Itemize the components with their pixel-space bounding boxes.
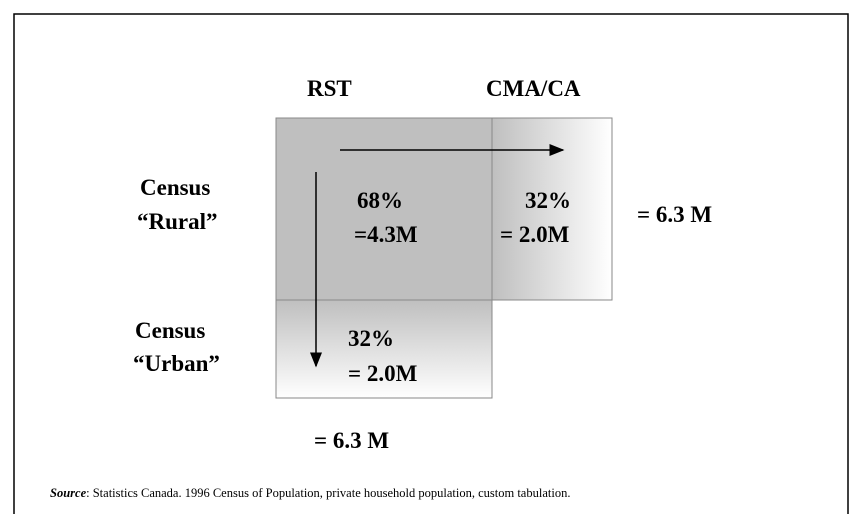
column-header: RST: [307, 76, 352, 101]
column-total: = 6.3 M: [314, 428, 389, 453]
row-header: Census: [140, 175, 210, 200]
row-total: = 6.3 M: [637, 202, 712, 227]
urban-rst-box: [275, 299, 493, 399]
row-header: “Urban”: [133, 351, 220, 376]
frame: [13, 13, 849, 514]
source-label: Source: [50, 486, 87, 500]
column-header: CMA/CA: [486, 76, 581, 101]
cell-text: = 2.0M: [348, 361, 418, 386]
cell-text: 32%: [525, 188, 571, 213]
source-text: : Statistics Canada. 1996 Census of Popu…: [86, 486, 570, 500]
cell-text: 32%: [348, 326, 394, 351]
row-header: Census: [135, 318, 205, 343]
source-line: Source: Statistics Canada. 1996 Census o…: [50, 486, 570, 500]
cell-text: = 2.0M: [500, 222, 570, 247]
row-header: “Rural”: [137, 209, 218, 234]
cell-text: 68%: [357, 188, 403, 213]
cell-text: =4.3M: [354, 222, 418, 247]
